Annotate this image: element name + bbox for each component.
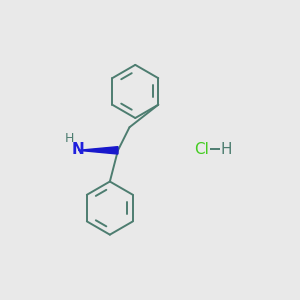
Text: N: N	[72, 142, 84, 158]
Text: Cl: Cl	[194, 142, 208, 157]
Polygon shape	[78, 147, 118, 154]
Text: H: H	[220, 142, 232, 157]
Text: H: H	[65, 132, 75, 145]
